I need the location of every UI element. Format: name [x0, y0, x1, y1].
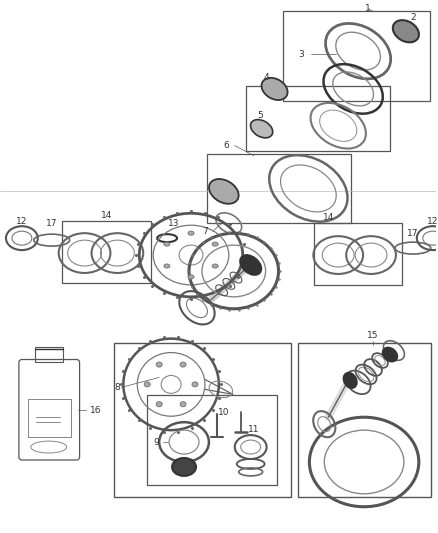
- Bar: [314, 223, 402, 285]
- Ellipse shape: [240, 255, 261, 275]
- Text: 8: 8: [114, 383, 120, 392]
- Ellipse shape: [188, 275, 194, 279]
- Text: 17: 17: [407, 229, 419, 238]
- Ellipse shape: [180, 402, 186, 407]
- Bar: [114, 343, 291, 497]
- Ellipse shape: [209, 179, 239, 204]
- Ellipse shape: [212, 264, 218, 268]
- Bar: [35, 346, 63, 362]
- Bar: [147, 395, 276, 485]
- Text: 15: 15: [367, 331, 379, 340]
- Ellipse shape: [144, 382, 150, 387]
- Ellipse shape: [156, 402, 162, 407]
- Ellipse shape: [164, 242, 170, 246]
- Text: 3: 3: [299, 50, 304, 59]
- Text: 9: 9: [153, 438, 159, 447]
- Ellipse shape: [383, 348, 397, 361]
- Bar: [207, 154, 351, 223]
- Text: 6: 6: [223, 141, 229, 150]
- Ellipse shape: [156, 362, 162, 367]
- Ellipse shape: [188, 231, 194, 235]
- Text: 16: 16: [90, 406, 101, 415]
- Ellipse shape: [251, 119, 273, 138]
- Bar: [246, 86, 390, 151]
- Ellipse shape: [180, 362, 186, 367]
- Text: 1: 1: [365, 4, 371, 13]
- Text: 12: 12: [427, 217, 438, 226]
- Ellipse shape: [344, 373, 357, 388]
- Bar: [62, 221, 151, 283]
- Text: 13: 13: [168, 219, 180, 228]
- Text: 2: 2: [410, 13, 416, 22]
- Text: 11: 11: [248, 425, 259, 434]
- Ellipse shape: [192, 382, 198, 387]
- Text: 12: 12: [16, 217, 28, 226]
- Ellipse shape: [212, 242, 218, 246]
- Ellipse shape: [172, 458, 196, 476]
- Text: 14: 14: [101, 211, 112, 220]
- Text: 10: 10: [218, 408, 230, 417]
- Text: 7: 7: [202, 227, 208, 236]
- Bar: [283, 11, 430, 101]
- Bar: [298, 343, 431, 497]
- Bar: [28, 399, 71, 437]
- Text: 17: 17: [46, 219, 57, 228]
- Text: 5: 5: [258, 111, 264, 120]
- Ellipse shape: [393, 20, 419, 42]
- Text: 14: 14: [323, 213, 334, 222]
- Ellipse shape: [261, 78, 288, 100]
- Ellipse shape: [164, 264, 170, 268]
- Text: 4: 4: [264, 74, 269, 83]
